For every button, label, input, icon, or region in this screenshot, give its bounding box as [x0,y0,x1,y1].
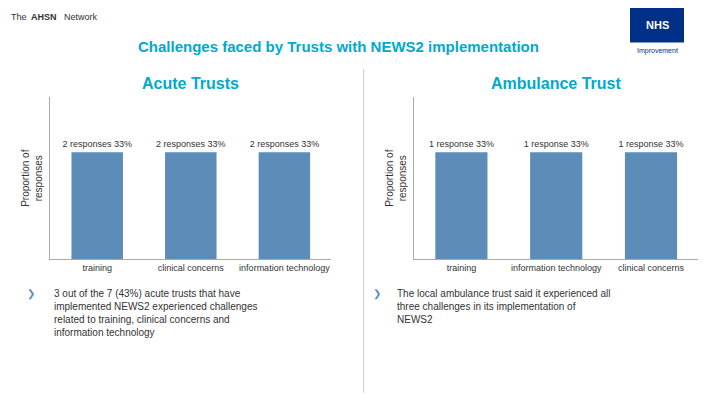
svg-text:1 response 33%: 1 response 33% [618,139,683,149]
svg-text:2 responses 33%: 2 responses 33% [62,139,132,149]
svg-text:1 response 33%: 1 response 33% [524,139,589,149]
svg-text:❯: ❯ [373,288,381,300]
svg-text:AHSN: AHSN [31,12,57,22]
svg-text:Proportion ofresponses: Proportion ofresponses [20,149,44,206]
svg-text:Improvement: Improvement [637,47,678,55]
svg-text:The local ambulance trust said: The local ambulance trust said it experi… [397,288,610,325]
svg-text:❯: ❯ [27,288,35,300]
svg-text:Network: Network [64,12,98,22]
svg-text:Challenges faced by Trusts wit: Challenges faced by Trusts with NEWS2 im… [138,38,539,55]
svg-text:2 responses 33%: 2 responses 33% [250,139,320,149]
svg-text:training: training [447,263,477,273]
svg-text:1 response 33%: 1 response 33% [429,139,494,149]
svg-text:The: The [11,12,27,22]
svg-text:2 responses 33%: 2 responses 33% [156,139,226,149]
svg-text:training: training [82,263,112,273]
svg-text:clinical concerns: clinical concerns [618,263,685,273]
svg-text:clinical concerns: clinical concerns [158,263,225,273]
svg-text:NHS: NHS [646,19,669,31]
svg-text:Acute Trusts: Acute Trusts [142,75,239,92]
svg-text:information technology: information technology [511,263,602,273]
svg-text:3 out of the 7 (43%) acute tru: 3 out of the 7 (43%) acute trusts that h… [54,288,257,338]
svg-text:Ambulance Trust: Ambulance Trust [491,75,621,92]
svg-text:Proportion ofresponses: Proportion ofresponses [384,149,408,206]
svg-text:information technology: information technology [239,263,330,273]
